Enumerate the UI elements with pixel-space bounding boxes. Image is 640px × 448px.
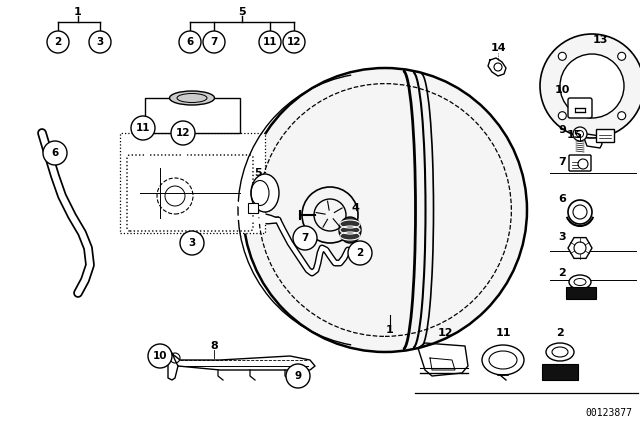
Circle shape [573, 127, 587, 141]
Circle shape [568, 200, 592, 224]
Text: 11: 11 [136, 123, 150, 133]
Circle shape [560, 54, 624, 118]
Text: 8: 8 [210, 341, 218, 351]
Bar [542, 364, 578, 380]
Text: 6: 6 [558, 194, 566, 204]
FancyBboxPatch shape [120, 133, 265, 233]
FancyBboxPatch shape [568, 98, 592, 118]
Circle shape [348, 241, 372, 265]
Text: 13: 13 [592, 35, 608, 45]
Text: 6: 6 [51, 148, 59, 158]
Ellipse shape [569, 275, 591, 289]
Text: 1: 1 [74, 7, 82, 17]
Circle shape [131, 116, 155, 140]
Text: 12: 12 [287, 37, 301, 47]
Circle shape [618, 112, 626, 120]
Ellipse shape [482, 345, 524, 375]
Text: 7: 7 [211, 37, 218, 47]
Text: 10: 10 [554, 85, 570, 95]
Circle shape [43, 141, 67, 165]
Text: 14: 14 [490, 43, 506, 53]
Text: 9: 9 [294, 371, 301, 381]
Circle shape [293, 226, 317, 250]
Text: 12: 12 [176, 128, 190, 138]
Text: 3: 3 [188, 238, 196, 248]
Circle shape [148, 344, 172, 368]
Circle shape [558, 112, 566, 120]
Ellipse shape [546, 343, 574, 361]
Text: 9: 9 [558, 125, 566, 135]
Text: 7: 7 [558, 157, 566, 167]
Circle shape [179, 31, 201, 53]
Bar [248, 203, 258, 213]
Text: 5: 5 [254, 168, 262, 178]
Ellipse shape [574, 279, 586, 285]
Bar [596, 129, 614, 142]
Text: 5: 5 [238, 7, 246, 17]
Text: 1: 1 [386, 325, 394, 335]
Circle shape [283, 31, 305, 53]
FancyBboxPatch shape [127, 155, 253, 231]
Text: 2: 2 [356, 248, 364, 258]
Text: 7: 7 [301, 233, 308, 243]
Circle shape [618, 52, 626, 60]
Circle shape [540, 34, 640, 138]
Text: 10: 10 [153, 351, 167, 361]
Ellipse shape [243, 68, 527, 352]
Circle shape [47, 31, 69, 53]
FancyBboxPatch shape [145, 98, 240, 133]
Ellipse shape [552, 347, 568, 357]
Ellipse shape [339, 217, 361, 243]
Text: 15: 15 [566, 130, 582, 140]
Text: 2: 2 [558, 268, 566, 278]
Circle shape [180, 231, 204, 255]
Circle shape [573, 205, 587, 219]
Text: 6: 6 [186, 37, 194, 47]
Ellipse shape [251, 174, 279, 212]
Text: 12: 12 [437, 328, 452, 338]
Text: 2: 2 [556, 328, 564, 338]
Polygon shape [568, 237, 592, 258]
Text: 11: 11 [495, 328, 511, 338]
Circle shape [171, 121, 195, 145]
Circle shape [203, 31, 225, 53]
Bar [566, 287, 596, 299]
Text: 4: 4 [351, 203, 359, 213]
Ellipse shape [170, 91, 214, 105]
Text: 3: 3 [97, 37, 104, 47]
FancyBboxPatch shape [569, 155, 591, 171]
Text: 3: 3 [558, 232, 566, 242]
Circle shape [89, 31, 111, 53]
Text: 11: 11 [263, 37, 277, 47]
Circle shape [286, 364, 310, 388]
Circle shape [558, 52, 566, 60]
Circle shape [259, 31, 281, 53]
Text: 00123877: 00123877 [585, 408, 632, 418]
Text: 2: 2 [54, 37, 61, 47]
